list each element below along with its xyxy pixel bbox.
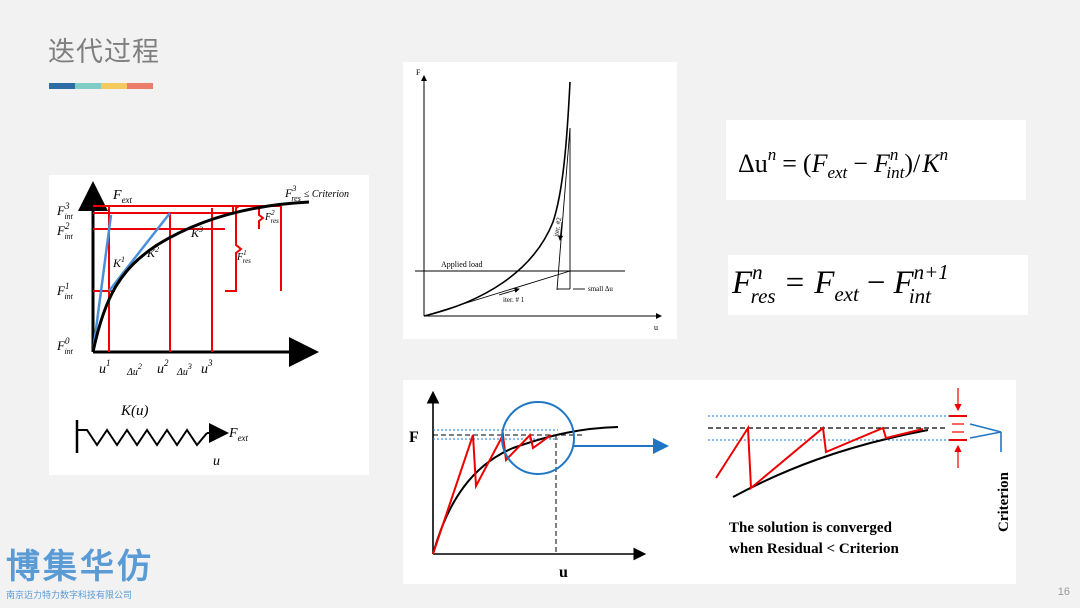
small-du-label: small Δu [588,285,613,293]
du2-label: Δu2 [126,362,142,378]
u3-label: u3 [201,358,213,377]
iter1-line [423,270,571,317]
tangent-lines [91,212,171,353]
applied-load-label: Applied load [441,260,483,269]
title-bar-segment [75,83,101,89]
iter2-label: iter. #2 [552,216,563,237]
formula-displacement: Δun = (Fext − Fn int)/Kn [726,120,1026,200]
f-int2-label: F2 int [56,221,74,241]
note-line-1: The solution is converged [729,520,893,536]
f-res3-label: F3 res ≤ Criterion [284,184,349,203]
title-color-bar [49,83,153,89]
f-res2-label: F2 res [264,209,279,225]
applied-load-diagram: F u Applied load iter. # 1 iter. #2 smal… [403,62,677,339]
iter1-label: iter. # 1 [503,296,525,304]
f-int1-label: F1 int [56,281,74,301]
f-axis-label: F [416,68,421,77]
criterion-bracket [969,423,1002,439]
page-title: 迭代过程 [48,37,160,68]
company-logo: 博集华仿 南京迈力特力数字科技有限公司 [6,548,154,601]
note-line-2: when Residual < Criterion [729,541,899,557]
iter2-arrow [557,221,564,241]
page-number: 16 [1057,586,1070,598]
k1-label: K1 [112,255,125,270]
title-bar-segment [127,83,153,89]
f-ext-label: Fext [112,188,133,205]
logo-main-text: 博集华仿 [6,547,154,587]
u-axis-label: u [559,564,568,581]
iter1-arrow [498,287,520,296]
spring-u-label: u [213,454,220,469]
title-bar-segment [49,83,75,89]
formula-residual: Fn res = Fext − Fn+1 int [728,255,1028,315]
k3-label: K3 [190,225,203,240]
newton-raphson-diagram: Fext F3 int F2 int F1 int F0 int F3 res ≤ Crit… [49,175,369,475]
applied-load-svg: F u Applied load iter. # 1 iter. #2 smal… [415,68,662,332]
f-int0-label: F0 int [56,336,74,356]
k2-label: K2 [146,245,159,260]
formula2-text: Fn res = Fext − Fn+1 int [731,260,949,308]
iter2-line [556,127,571,291]
formula1-text: Δun = (Fext − Fn int)/Kn [738,145,948,182]
response-curve [91,200,310,353]
spring-k-label: K(u) [120,403,149,419]
convergence-diagram: F u Criterion The solution is converged … [403,380,1016,584]
formula2-svg: Fn res = Fext − Fn+1 int [731,260,949,308]
u2-label: u2 [157,358,169,377]
logo-sub-text: 南京迈力特力数字科技有限公司 [6,591,133,601]
spring-zigzag [77,428,208,447]
zoom-circle [501,401,575,475]
convergence-svg: F u Criterion The solution is converged … [409,388,1012,581]
du3-label: Δu3 [176,362,192,378]
title-bar-segment [101,83,127,89]
load-curve [423,81,571,317]
newton-raphson-svg: Fext F3 int F2 int F1 int F0 int F3 res ≤ Crit… [56,181,349,469]
u-axis-label: u [654,323,658,332]
f-int3-label: F3 int [56,201,74,221]
zoom-iteration-path [715,424,924,491]
criterion-label: Criterion [996,471,1012,532]
formula1-svg: Δun = (Fext − Fn int)/Kn [738,145,948,182]
u1-label: u1 [99,358,111,377]
f-res1-label: F1 res [236,249,251,265]
iteration-path [432,431,552,555]
f-axis-label: F [409,429,419,446]
response-curve [432,426,619,555]
zoom-curve [732,429,929,498]
spring-force-label: Fext [228,426,249,443]
